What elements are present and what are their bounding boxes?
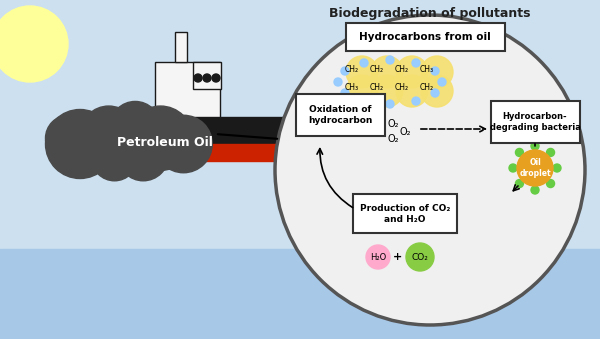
Circle shape — [143, 109, 189, 156]
Circle shape — [46, 115, 91, 161]
Text: CH₂: CH₂ — [395, 82, 409, 92]
Circle shape — [212, 74, 220, 82]
Circle shape — [421, 56, 453, 88]
Text: H₂O: H₂O — [370, 253, 386, 261]
Text: O₂: O₂ — [387, 119, 399, 129]
Text: CH₃: CH₃ — [345, 82, 359, 92]
Circle shape — [517, 150, 553, 186]
Text: +: + — [392, 252, 401, 262]
Circle shape — [80, 106, 137, 163]
Circle shape — [515, 148, 523, 156]
Polygon shape — [85, 144, 310, 161]
Circle shape — [396, 56, 428, 88]
Text: CH₃: CH₃ — [420, 64, 434, 74]
Circle shape — [71, 133, 112, 174]
Circle shape — [91, 135, 137, 181]
Circle shape — [421, 75, 453, 107]
Text: CH₂: CH₂ — [345, 64, 359, 74]
Circle shape — [431, 89, 439, 97]
Circle shape — [194, 74, 202, 82]
Text: CH₂: CH₂ — [395, 64, 409, 74]
Text: O₂: O₂ — [387, 134, 399, 144]
Circle shape — [438, 78, 446, 86]
Circle shape — [155, 115, 212, 173]
Text: O₂: O₂ — [399, 127, 411, 137]
Bar — [175, 32, 187, 62]
Circle shape — [275, 15, 585, 325]
Circle shape — [360, 59, 368, 67]
Circle shape — [341, 89, 349, 97]
Circle shape — [515, 180, 523, 187]
Text: CH₂: CH₂ — [370, 82, 384, 92]
Circle shape — [386, 56, 394, 64]
Text: Oil
droplet: Oil droplet — [519, 158, 551, 178]
Circle shape — [431, 67, 439, 75]
Text: Hydrocarbons from oil: Hydrocarbons from oil — [359, 32, 491, 42]
Circle shape — [118, 130, 169, 181]
Circle shape — [386, 100, 394, 108]
Text: Biodegradation of pollutants: Biodegradation of pollutants — [329, 7, 531, 20]
Text: Oxidation of
hydrocarbon: Oxidation of hydrocarbon — [308, 105, 372, 125]
Text: Production of CO₂
and H₂O: Production of CO₂ and H₂O — [360, 204, 450, 224]
Circle shape — [110, 101, 161, 152]
FancyBboxPatch shape — [353, 194, 457, 233]
Polygon shape — [130, 117, 290, 129]
FancyBboxPatch shape — [491, 101, 580, 143]
Circle shape — [46, 109, 115, 179]
Bar — [0, 249, 600, 339]
Circle shape — [531, 186, 539, 194]
Circle shape — [371, 56, 403, 88]
Circle shape — [203, 74, 211, 82]
Circle shape — [406, 243, 434, 271]
Text: CO₂: CO₂ — [412, 253, 428, 261]
Text: CH₂: CH₂ — [420, 82, 434, 92]
Circle shape — [412, 97, 420, 105]
Circle shape — [346, 56, 378, 88]
FancyBboxPatch shape — [346, 23, 505, 51]
Circle shape — [531, 142, 539, 150]
Circle shape — [396, 75, 428, 107]
Circle shape — [547, 148, 554, 156]
Circle shape — [341, 67, 349, 75]
Circle shape — [412, 59, 420, 67]
Bar — [155, 62, 220, 117]
Circle shape — [346, 75, 378, 107]
Circle shape — [128, 106, 193, 171]
Circle shape — [371, 75, 403, 107]
Circle shape — [509, 164, 517, 172]
Text: CH₂: CH₂ — [370, 64, 384, 74]
FancyBboxPatch shape — [296, 94, 385, 136]
Circle shape — [334, 78, 342, 86]
Circle shape — [547, 180, 554, 187]
Circle shape — [360, 97, 368, 105]
Circle shape — [0, 6, 68, 82]
Text: Petroleum Oil: Petroleum Oil — [117, 136, 213, 148]
Polygon shape — [90, 129, 310, 159]
Circle shape — [366, 245, 390, 269]
Circle shape — [553, 164, 561, 172]
Bar — [193, 62, 221, 89]
Text: Hydrocarbon-
degrading bacteria: Hydrocarbon- degrading bacteria — [490, 112, 580, 132]
